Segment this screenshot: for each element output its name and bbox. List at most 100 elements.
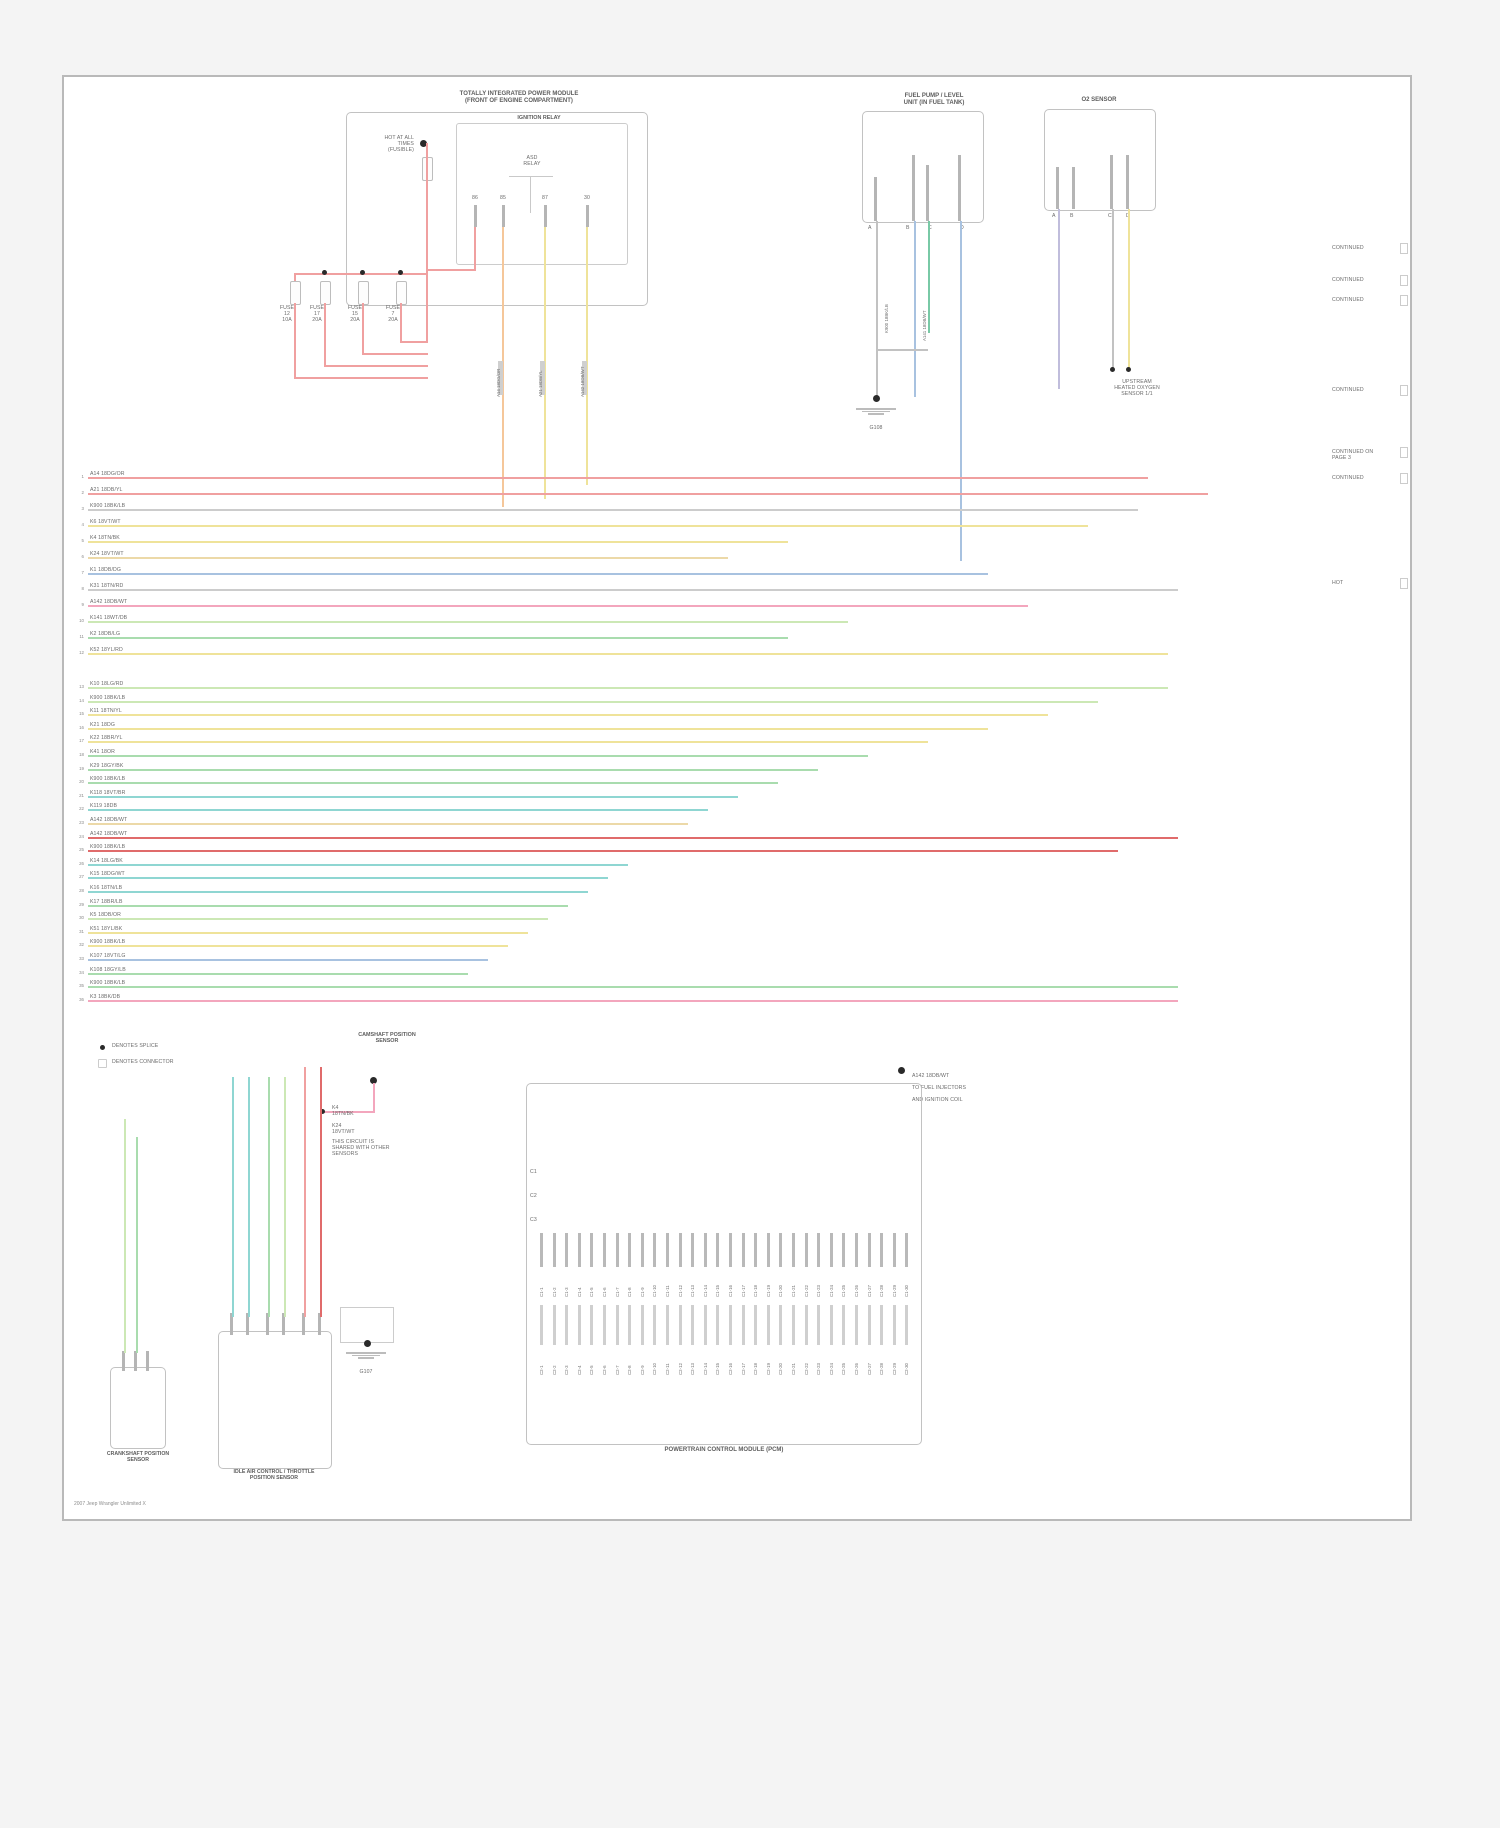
bus-row-number: 5 (81, 538, 84, 543)
pcm-pin (792, 1305, 795, 1345)
pcm-pin (666, 1233, 669, 1267)
bus-row-number: 8 (81, 586, 84, 591)
wire-iac-2 (248, 1077, 250, 1317)
bus-wire (88, 621, 848, 623)
pcm-pin (817, 1233, 821, 1267)
wire-relay-in-red-h (428, 269, 476, 271)
bus-row-number: 20 (79, 779, 84, 785)
fuse-splice-1 (322, 270, 327, 275)
continuation-tag: CONTINUED (1332, 245, 1364, 251)
pcm-box (526, 1083, 922, 1445)
pcm-pin (855, 1305, 858, 1345)
pcm-pin-label: C1-28 (879, 1285, 885, 1297)
iac-pin-d (282, 1313, 285, 1335)
bus-wire (88, 525, 1088, 527)
right-callout-dot (898, 1067, 905, 1074)
fuelpump-title: FUEL PUMP / LEVEL UNIT (IN FUEL TANK) (903, 93, 965, 107)
pcm-pin-label: C1-15 (715, 1285, 721, 1297)
o2-box (1044, 109, 1156, 211)
bus-wire (88, 823, 688, 825)
camshaft-callout-title: CAMSHAFT POSITION SENSOR (358, 1032, 416, 1045)
bus-row-number: 2 (81, 490, 84, 495)
bus-wire (88, 959, 488, 961)
fuelpump-pin-c (926, 165, 929, 221)
legend-connector-shape (98, 1059, 107, 1068)
pcm-pin-label: C1-3 (564, 1287, 570, 1297)
pcm-pin-label: C1-27 (866, 1285, 872, 1297)
bus-row-number: 19 (79, 765, 84, 771)
legend-connector-label: DENOTES CONNECTOR (112, 1059, 174, 1065)
pcm-pin-label: C2-19 (765, 1363, 771, 1375)
o2-pin-c (1110, 155, 1113, 209)
camshaft-note: THIS CIRCUIT IS SHARED WITH OTHER SENSOR… (332, 1139, 390, 1158)
wire-fuse-bus-c (362, 353, 428, 355)
bus-row-label: A142 18DB/WT (90, 599, 128, 605)
o2-splice-1 (1110, 367, 1115, 372)
pcm-pin-label: C1-12 (677, 1285, 683, 1297)
bus-row-label: K900 18BK/LB (90, 980, 126, 987)
bus-wire (88, 605, 1028, 607)
fuelpump-box (862, 111, 984, 223)
wire-iac-5 (304, 1067, 306, 1317)
pcm-pin-label: C2-21 (791, 1363, 796, 1375)
camshaft-line-1: K4 18TN/BK (332, 1105, 354, 1118)
bus-row-number: 11 (79, 634, 84, 639)
pcm-pin (628, 1233, 632, 1267)
crank-pin-b (134, 1351, 137, 1371)
pcm-pin (716, 1233, 720, 1267)
pcm-pin (829, 1233, 833, 1267)
bus-row-number: 27 (79, 874, 84, 880)
g107-symbol (346, 1351, 386, 1359)
pcm-pin (766, 1233, 770, 1267)
bus-row-number: 9 (81, 602, 84, 607)
bus-wire (88, 782, 778, 785)
pcm-pin (804, 1305, 808, 1345)
relay-pin-85: 85 (500, 195, 506, 201)
wire-fp-black (876, 221, 878, 351)
pcm-pin (540, 1233, 543, 1267)
pcm-pin (653, 1305, 657, 1345)
wire-iac-3 (268, 1077, 270, 1317)
bus-row-number: 1 (81, 474, 84, 479)
wire-f7-out (400, 303, 402, 341)
ipm-hot-label: HOT AT ALL TIMES (FUSIBLE) (384, 135, 414, 154)
pcm-pin (540, 1305, 543, 1345)
g107-dot (364, 1340, 371, 1347)
fuse-17-label: FUSE 17 20A (309, 305, 325, 324)
bus-row-number: 32 (79, 942, 84, 948)
wire-fp-ground-h (876, 349, 928, 351)
wire-red-main-down (426, 143, 428, 343)
wire-o2-1 (1058, 209, 1060, 389)
pcm-pin-label: C2-20 (778, 1363, 784, 1375)
bus-row-label: K900 18BK/LB (90, 776, 126, 783)
pcm-pin-label: C1-22 (803, 1285, 809, 1297)
bus-wire (88, 557, 728, 559)
pcm-pin-label: C1-18 (753, 1285, 759, 1297)
bus-row-number: 35 (79, 983, 84, 989)
bus-row-number: 24 (79, 833, 84, 839)
bus-row-label: K24 18VT/WT (90, 551, 124, 557)
bus-row-number: 21 (79, 792, 84, 798)
relay-out-label-1: A14 18DG/OR (496, 368, 501, 397)
pcm-pin-label: C1-25 (841, 1285, 847, 1297)
pcm-pin (766, 1305, 770, 1345)
bus-row-number: 36 (79, 996, 84, 1002)
right-callout-1: A142 18DB/WT (912, 1073, 950, 1079)
iac-tps-box (218, 1331, 332, 1469)
bus-row-label: A142 18DB/WT (90, 817, 128, 823)
bus-row-label: K900 18BK/LB (90, 694, 126, 701)
pcm-pin-label: C2-6 (602, 1365, 607, 1375)
legend-splice-label: DENOTES SPLICE (112, 1043, 159, 1049)
ipm-relay-box (456, 123, 628, 265)
pcm-pin-label: C2-16 (728, 1363, 733, 1375)
continuation-tag: HOT (1332, 580, 1344, 586)
relay-out-stub-1 (498, 361, 503, 395)
relay-out-stub-2 (540, 361, 545, 395)
pcm-pin-label: C2-10 (652, 1363, 658, 1375)
fuelpump-ground-symbol (856, 407, 896, 415)
bus-row-label: K22 18BR/YL (90, 735, 123, 742)
o2-note: UPSTREAM HEATED OXYGEN SENSOR 1/1 (1114, 379, 1160, 398)
pcm-pin-label: C2-25 (841, 1363, 847, 1375)
relay-out-label-3: A142 18DB/WT (580, 366, 585, 397)
g107-label: G107 (359, 1369, 373, 1375)
